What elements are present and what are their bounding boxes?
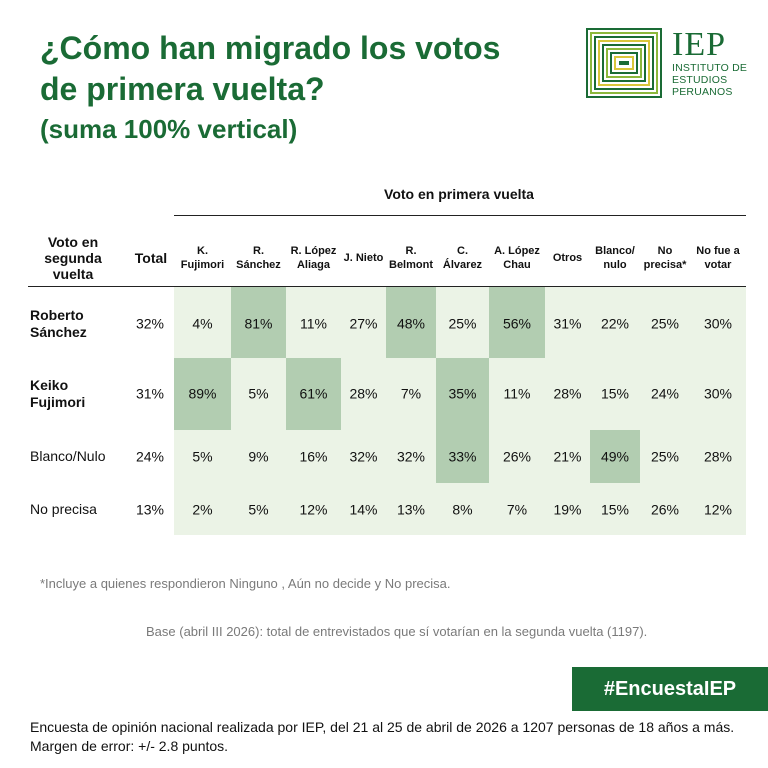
highlight-cell xyxy=(231,287,286,358)
table-cell: 19% xyxy=(553,501,582,518)
table-cell: 11% xyxy=(300,315,327,332)
column-header: No fue a votar xyxy=(696,245,740,271)
table-cell: 33% xyxy=(448,448,477,465)
footnote: *Incluye a quienes respondieron Ninguno … xyxy=(40,576,451,591)
column-header: A. López Chau xyxy=(494,245,540,271)
total-cell: 31% xyxy=(135,385,165,402)
table-cell: 49% xyxy=(600,448,630,465)
table-cell: 7% xyxy=(506,501,528,518)
survey-note: Encuesta de opinión nacional realizada p… xyxy=(30,719,735,754)
table-cell: 30% xyxy=(703,315,733,332)
table-cell: 32% xyxy=(396,448,426,465)
table-cell: 7% xyxy=(400,385,422,402)
table-cell: 5% xyxy=(192,448,213,465)
table-cell: 16% xyxy=(299,448,328,465)
iep-logo-icon xyxy=(586,28,662,98)
logo-line-1: INSTITUTO DE xyxy=(672,62,748,74)
table-cell: 5% xyxy=(248,385,269,402)
table-cell: 22% xyxy=(600,315,630,332)
highlight-cell xyxy=(590,430,640,483)
highlight-cell xyxy=(436,358,489,430)
table-cell: 30% xyxy=(703,385,733,402)
table-cell: 25% xyxy=(650,315,680,332)
row-label: Blanco/Nulo xyxy=(30,448,106,464)
column-header: Otros xyxy=(552,252,583,264)
table-cell: 2% xyxy=(192,501,213,518)
table-cell: 25% xyxy=(448,315,477,332)
row-label: Roberto Sánchez xyxy=(30,307,87,340)
table-cell: 14% xyxy=(349,501,378,518)
column-header: Blanco/ nulo xyxy=(595,245,635,271)
column-group-rule xyxy=(174,215,746,216)
highlight-cell xyxy=(286,358,341,430)
table-cell: 11% xyxy=(503,385,531,402)
table-cell: 89% xyxy=(188,385,217,402)
column-header: C. Álvarez xyxy=(442,245,483,271)
table-cell: 61% xyxy=(299,385,328,402)
highlight-cell xyxy=(489,287,545,358)
table-cell: 32% xyxy=(349,448,378,465)
column-header: R. López Aliaga xyxy=(290,245,337,271)
iep-logo-text: IEP INSTITUTO DE ESTUDIOS PERUANOS xyxy=(672,26,748,99)
total-header: Total xyxy=(134,250,168,266)
title-line-1: ¿Cómo han migrado los votos xyxy=(40,30,501,66)
column-header: R. Belmont xyxy=(389,245,433,271)
highlight-cell xyxy=(386,287,436,358)
row-label: Keiko Fujimori xyxy=(30,377,86,410)
title-line-2: de primera vuelta? xyxy=(40,71,325,107)
table-cell: 48% xyxy=(396,315,426,332)
table-cell: 31% xyxy=(553,315,582,332)
table-cell: 13% xyxy=(396,501,426,518)
table-cell: 28% xyxy=(349,385,378,402)
column-header: R. Sánchez xyxy=(236,245,281,271)
total-cell: 32% xyxy=(135,315,165,332)
hashtag-badge: #EncuestaIEP xyxy=(572,667,768,711)
table-cell: 35% xyxy=(448,385,477,402)
table-cell: 28% xyxy=(703,448,733,465)
table-cell: 56% xyxy=(502,315,532,332)
logo-line-3: PERUANOS xyxy=(672,86,733,98)
highlight-cell xyxy=(436,430,489,483)
logo-short: IEP xyxy=(672,26,726,63)
column-header: J. Nieto xyxy=(343,252,384,264)
chart-title: ¿Cómo han migrado los votos de primera v… xyxy=(40,28,500,146)
table-cell: 15% xyxy=(600,385,630,402)
table-cell: 12% xyxy=(703,501,733,518)
table-cell: 24% xyxy=(650,385,680,402)
table-cell: 12% xyxy=(299,501,328,518)
table-cell: 15% xyxy=(600,501,630,518)
table-cell: 4% xyxy=(192,315,213,332)
row-label: No precisa xyxy=(30,501,97,517)
table-cell: 26% xyxy=(502,448,532,465)
column-group-header: Voto en primera vuelta xyxy=(384,186,534,202)
table-cell: 81% xyxy=(244,315,273,332)
column-header: K. Fujimori xyxy=(180,245,225,271)
total-cell: 24% xyxy=(135,448,165,465)
table-cell: 5% xyxy=(248,501,269,518)
header-rule xyxy=(28,286,746,287)
table-cell: 26% xyxy=(650,501,680,518)
column-header: No precisa* xyxy=(643,245,687,271)
logo-line-2: ESTUDIOS xyxy=(672,74,728,86)
total-cell: 13% xyxy=(135,501,165,518)
base-note: Base (abril III 2026): total de entrevis… xyxy=(146,624,648,639)
table-cell: 25% xyxy=(650,448,680,465)
title-subtitle: (suma 100% vertical) xyxy=(40,114,298,144)
table-cell: 9% xyxy=(248,448,269,465)
table-cell: 28% xyxy=(553,385,582,402)
table-cell: 21% xyxy=(553,448,582,465)
row-header-label: Voto en segunda vuelta xyxy=(44,234,102,282)
table-cell: 8% xyxy=(452,501,473,518)
table-cell: 27% xyxy=(349,315,378,332)
highlight-cell xyxy=(174,358,231,430)
